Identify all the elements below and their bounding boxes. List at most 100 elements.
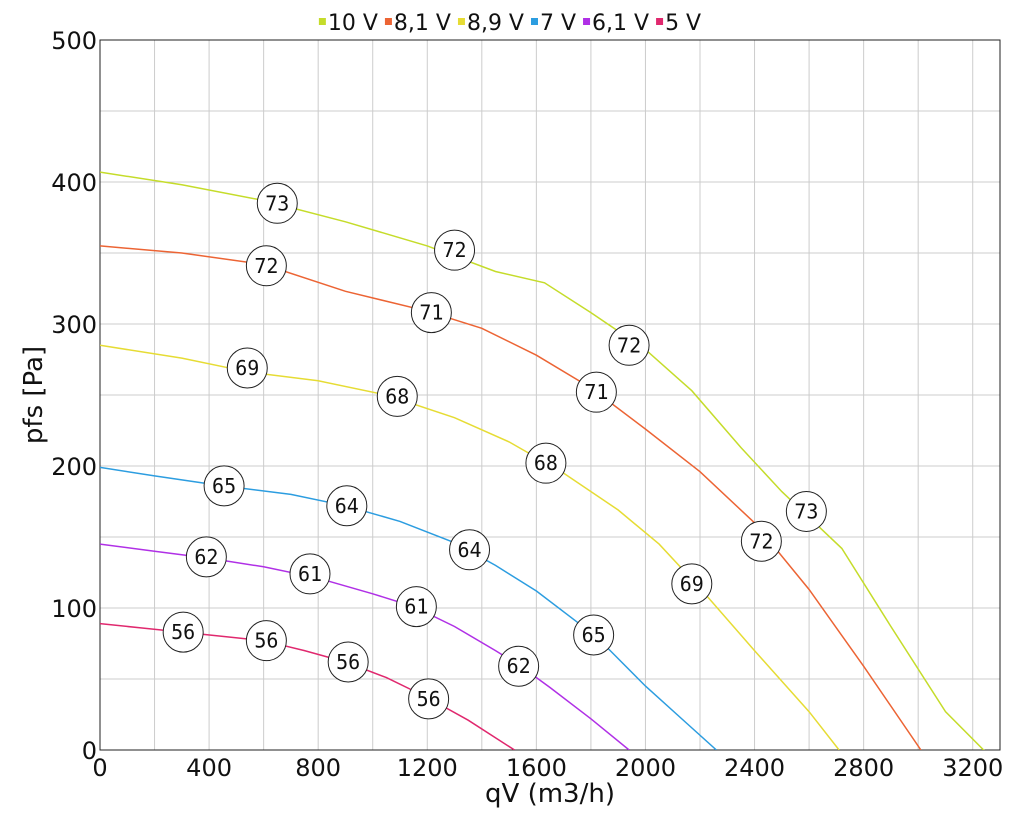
efficiency-badge: 61 [289, 553, 331, 595]
legend-swatch [457, 18, 465, 25]
legend-item-6: 5 V [656, 11, 701, 36]
efficiency-badge: 62 [185, 536, 227, 578]
badge-circle [410, 292, 452, 334]
legend-swatch [530, 18, 538, 25]
legend-item-1: 10 V [318, 11, 378, 36]
badge-label: 68 [534, 451, 558, 475]
y-tick-label: 300 [51, 311, 97, 339]
y-tick-label: 500 [51, 27, 97, 55]
efficiency-badge: 65 [203, 465, 245, 507]
y-axis-title: pfs [Pa] [19, 346, 49, 444]
legend-label: 6,1 V [592, 11, 649, 36]
badge-circle [185, 536, 227, 578]
legend-swatch [318, 18, 326, 25]
x-tick-label: 3200 [942, 754, 1003, 782]
efficiency-badge: 72 [245, 245, 287, 287]
efficiency-badge: 68 [376, 375, 418, 417]
badge-label: 56 [171, 620, 195, 644]
legend-label: 10 V [328, 11, 378, 36]
badge-label: 62 [194, 545, 218, 569]
x-tick-label: 800 [295, 754, 341, 782]
badge-label: 56 [417, 687, 441, 711]
y-tick-label: 200 [51, 453, 97, 481]
legend-item-2: 8,1 V [384, 11, 451, 36]
badge-label: 71 [419, 301, 443, 325]
badge-label: 56 [254, 629, 278, 653]
badge-label: 69 [235, 356, 259, 380]
plot-frame [99, 39, 1001, 751]
badge-circle [226, 347, 268, 389]
efficiency-badge: 56 [162, 611, 204, 653]
badge-circle [245, 245, 287, 287]
badge-label: 73 [265, 191, 289, 215]
efficiency-badge: 56 [408, 678, 450, 720]
efficiency-badge: 64 [449, 529, 491, 571]
legend-item-3: 8,9 V [457, 11, 524, 36]
badge-label: 68 [385, 384, 409, 408]
series-labels: 73 72 72 73 72 71 71 72 69 68 68 69 65 64 64 65 62 61 61 62… [162, 182, 827, 720]
badge-label: 64 [335, 494, 359, 518]
legend-label: 8,9 V [467, 11, 524, 36]
efficiency-badge: 62 [498, 645, 540, 687]
badge-circle [408, 678, 450, 720]
badge-circle [573, 614, 615, 656]
y-tick-label: 400 [51, 169, 97, 197]
legend-label: 7 V [540, 11, 576, 36]
badge-circle [256, 182, 298, 224]
x-tick-label: 400 [186, 754, 232, 782]
badge-label: 72 [442, 238, 466, 262]
efficiency-badge: 64 [326, 485, 368, 527]
legend: 10 V 8,1 V 8,9 V 7 V 6,1 V 5 V [318, 11, 701, 36]
efficiency-badge: 69 [671, 563, 713, 605]
badge-circle [434, 229, 476, 271]
efficiency-badge: 61 [395, 586, 437, 628]
efficiency-badge: 71 [575, 371, 617, 413]
legend-swatch [384, 18, 392, 25]
badge-circle [525, 442, 567, 484]
badge-label: 69 [680, 572, 704, 596]
efficiency-badge: 72 [740, 520, 782, 562]
x-tick-label: 1600 [506, 754, 567, 782]
badge-circle [326, 485, 368, 527]
efficiency-badge: 73 [785, 490, 827, 532]
badge-circle [608, 324, 650, 366]
badge-circle [203, 465, 245, 507]
badge-label: 62 [507, 654, 531, 678]
legend-swatch [583, 18, 591, 25]
badge-label: 64 [457, 538, 481, 562]
x-tick-labels: 0 400 800 1200 1600 2000 2400 2800 3200 [92, 754, 1003, 782]
badge-circle [245, 620, 287, 662]
badge-circle [395, 586, 437, 628]
badge-label: 72 [617, 333, 641, 357]
badge-label: 72 [254, 254, 278, 278]
efficiency-badge: 72 [434, 229, 476, 271]
legend-item-5: 6,1 V [583, 11, 649, 36]
x-tick-label: 2800 [833, 754, 894, 782]
x-tick-label: 2400 [724, 754, 785, 782]
badge-circle [575, 371, 617, 413]
efficiency-badge: 56 [245, 620, 287, 662]
badge-circle [740, 520, 782, 562]
badge-circle [785, 490, 827, 532]
legend-item-4: 7 V [530, 11, 576, 36]
efficiency-badge: 73 [256, 182, 298, 224]
x-tick-label: 1200 [397, 754, 458, 782]
efficiency-badge: 69 [226, 347, 268, 389]
efficiency-badge: 56 [327, 641, 369, 683]
badge-label: 71 [584, 380, 608, 404]
badge-circle [671, 563, 713, 605]
x-tick-label: 0 [92, 754, 107, 782]
legend-label: 5 V [665, 11, 701, 36]
badge-circle [498, 645, 540, 687]
badge-label: 61 [298, 562, 322, 586]
badge-label: 73 [794, 499, 818, 523]
x-axis-title: qV (m3/h) [485, 779, 615, 809]
x-tick-label: 2000 [615, 754, 676, 782]
badge-label: 72 [749, 529, 773, 553]
y-tick-labels: 0 100 200 300 400 500 [51, 27, 97, 765]
badge-label: 65 [582, 623, 606, 647]
efficiency-badge: 68 [525, 442, 567, 484]
badge-label: 65 [212, 474, 236, 498]
